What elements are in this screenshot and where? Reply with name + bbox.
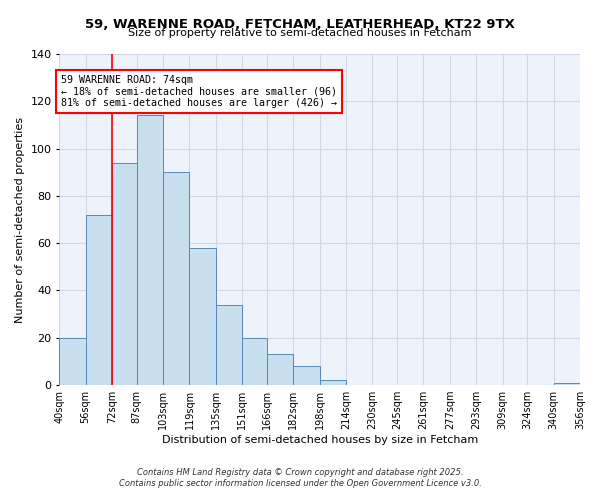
Bar <box>216 304 242 385</box>
Bar <box>163 172 190 385</box>
Text: 59, WARENNE ROAD, FETCHAM, LEATHERHEAD, KT22 9TX: 59, WARENNE ROAD, FETCHAM, LEATHERHEAD, … <box>85 18 515 30</box>
Text: Size of property relative to semi-detached houses in Fetcham: Size of property relative to semi-detach… <box>128 28 472 38</box>
Bar <box>112 163 137 385</box>
Bar <box>137 116 163 385</box>
Text: 59 WARENNE ROAD: 74sqm
← 18% of semi-detached houses are smaller (96)
81% of sem: 59 WARENNE ROAD: 74sqm ← 18% of semi-det… <box>61 76 337 108</box>
Bar <box>267 354 293 385</box>
Bar <box>554 382 580 385</box>
Bar <box>242 338 267 385</box>
Text: Contains HM Land Registry data © Crown copyright and database right 2025.
Contai: Contains HM Land Registry data © Crown c… <box>119 468 481 487</box>
Y-axis label: Number of semi-detached properties: Number of semi-detached properties <box>15 116 25 322</box>
Bar <box>320 380 346 385</box>
Bar <box>293 366 320 385</box>
Bar <box>59 338 86 385</box>
X-axis label: Distribution of semi-detached houses by size in Fetcham: Distribution of semi-detached houses by … <box>161 435 478 445</box>
Bar <box>190 248 216 385</box>
Bar <box>86 215 112 385</box>
